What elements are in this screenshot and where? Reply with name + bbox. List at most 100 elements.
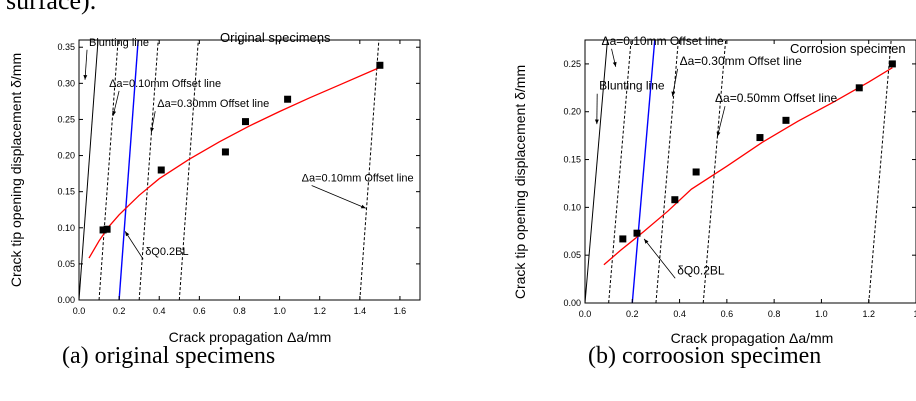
- top-text: surface).: [6, 0, 97, 15]
- x-tick-label: 0.0: [73, 306, 86, 316]
- y-tick-label: 0.20: [563, 107, 581, 117]
- chart-corrosion: 0.0 0.2 0.4 0.6 0.8 1.0 1.2 1 0.00 0.05 0.10 0.15 0.…: [512, 34, 916, 346]
- fit-curve: [88, 66, 381, 259]
- annotation-label: δQ0.2BL: [145, 246, 188, 258]
- x-tick-label: 1.2: [313, 306, 326, 316]
- annotation-arrowhead: [150, 127, 154, 133]
- caption-b: (b) corroosion specimen: [588, 343, 822, 369]
- x-tick-label: 1.4: [354, 306, 367, 316]
- chart-title: Original specimens: [220, 30, 331, 45]
- y-tick-label: 0.05: [57, 259, 75, 269]
- blue-reference-line: [118, 40, 139, 300]
- x-tick-label: 0.0: [579, 309, 592, 319]
- annotation-label: Δa=0.10mm Offset line: [602, 34, 725, 48]
- x-tick-label: 1: [913, 309, 916, 319]
- x-tick-label: 0.4: [153, 306, 166, 316]
- x-axis-label: Crack propagation Δa/mm: [169, 329, 332, 345]
- y-axis-label: Crack tip opening displacement δ/mm: [8, 53, 24, 287]
- y-tick-label: 0.30: [57, 78, 75, 88]
- offset-line: [655, 40, 679, 303]
- annotation-label: δQ0.2BL: [677, 263, 725, 277]
- y-tick-label: 0.15: [57, 187, 75, 197]
- chart-original: 0.0 0.2 0.4 0.6 0.8 1.0 1.2 1.4 1.6 0.00 0.05 0.10 0…: [8, 30, 421, 345]
- x-tick-label: 1.0: [273, 306, 286, 316]
- data-point: [671, 196, 679, 204]
- annotation-arrowhead: [716, 131, 721, 137]
- y-tick-label: 0.00: [563, 298, 581, 308]
- y-axis-label: Crack tip opening displacement δ/mm: [512, 65, 528, 299]
- annotation-label: Blunting line: [599, 79, 665, 93]
- x-tick-label: 0.8: [233, 306, 246, 316]
- data-point: [376, 61, 384, 69]
- data-point: [284, 95, 292, 103]
- y-tick-label: 0.10: [563, 202, 581, 212]
- y-tick-label: 0.05: [563, 250, 581, 260]
- y-tick-label: 0.10: [57, 223, 75, 233]
- data-point: [619, 235, 627, 243]
- caption-a: (a) original specimens: [62, 343, 276, 369]
- annotation-label: Δa=0.10mm Offset line: [109, 78, 221, 90]
- chart-title: Corrosion specimen: [790, 41, 906, 56]
- annotation-arrow: [124, 231, 144, 260]
- y-tick-label: 0.20: [57, 151, 75, 161]
- y-tick-label: 0.35: [57, 42, 75, 52]
- x-axis-label: Crack propagation Δa/mm: [671, 330, 834, 346]
- data-point: [221, 148, 229, 156]
- reference-lines: [585, 40, 892, 303]
- annotation-arrow: [717, 106, 726, 137]
- x-tick-label: 0.2: [113, 306, 126, 316]
- annotation-arrowhead: [612, 61, 617, 67]
- annotation-arrowhead: [594, 119, 599, 125]
- annotation-arrowhead: [83, 74, 88, 80]
- annotation-arrowhead: [112, 110, 117, 116]
- x-tick-label: 0.2: [626, 309, 639, 319]
- offset-line: [178, 40, 199, 300]
- x-tick-label: 1.2: [862, 309, 875, 319]
- y-tick-label: 0.15: [563, 155, 581, 165]
- offset-line: [138, 40, 159, 300]
- plot-frame: [78, 39, 421, 301]
- x-tick-label: 0.8: [768, 309, 781, 319]
- annotation-label: Δa=0.30mm Offset line: [680, 54, 803, 68]
- annotation-arrow: [311, 185, 366, 209]
- blunting-line: [79, 40, 99, 300]
- data-point: [855, 84, 863, 92]
- offset-line: [98, 40, 119, 300]
- fit-curve: [603, 67, 893, 266]
- annotation-label: Blunting line: [89, 37, 149, 49]
- blunting-line: [585, 40, 608, 303]
- annotation-label: Δa=0.30mm Offset line: [157, 98, 269, 110]
- data-point: [99, 226, 107, 234]
- data-point: [241, 118, 249, 126]
- y-tick-label: 0.00: [57, 295, 75, 305]
- data-point: [692, 168, 700, 176]
- plot-frame: [584, 39, 916, 304]
- annotation-arrow: [84, 49, 88, 80]
- y-tick-label: 0.25: [563, 59, 581, 69]
- annotation-arrowhead: [125, 231, 130, 237]
- x-tick-label: 0.4: [673, 309, 686, 319]
- annotation-label: Δa=0.50mm Offset line: [715, 91, 838, 105]
- x-tick-label: 0.6: [193, 306, 206, 316]
- annotation-arrowhead: [644, 238, 649, 244]
- annotation-arrowhead: [671, 91, 676, 97]
- data-point: [782, 116, 790, 124]
- offset-line: [359, 40, 380, 300]
- y-tick-label: 0.25: [57, 114, 75, 124]
- annotation-arrow: [672, 68, 678, 97]
- data-point: [633, 229, 641, 237]
- reference-lines: [79, 40, 380, 300]
- offset-line: [608, 40, 632, 303]
- data-point: [103, 225, 111, 233]
- x-tick-label: 1.0: [815, 309, 828, 319]
- offset-line: [702, 40, 727, 303]
- annotation-arrow: [643, 238, 676, 279]
- data-point: [157, 166, 165, 174]
- data-point: [888, 60, 896, 68]
- annotation-label: Δa=0.10mm Offset line: [302, 173, 414, 185]
- data-point: [756, 134, 764, 142]
- offset-line: [868, 40, 892, 303]
- x-tick-label: 1.6: [394, 306, 407, 316]
- blue-reference-line: [631, 40, 656, 303]
